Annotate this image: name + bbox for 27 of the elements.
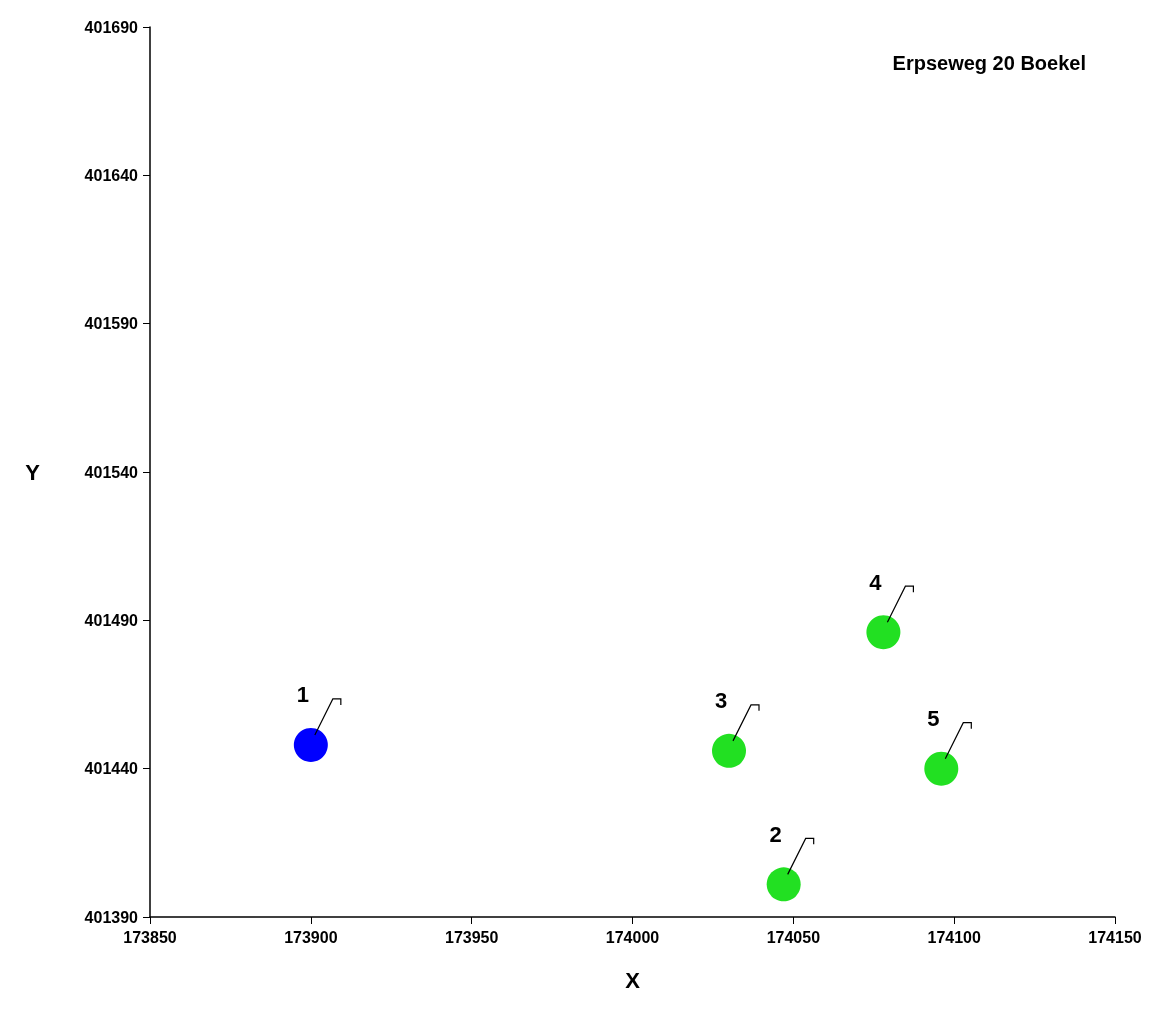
point <box>866 615 901 650</box>
point <box>712 733 746 768</box>
annotation: 1 <box>296 682 309 708</box>
x-tick-label: 173900 <box>284 928 338 946</box>
y-tick-label: 401690 <box>84 18 139 36</box>
annotation: 4 <box>869 569 883 595</box>
annotation: 5 <box>927 706 940 732</box>
x-tick-label: 174150 <box>1088 928 1142 946</box>
y-tick-label: 401440 <box>84 760 139 778</box>
point <box>293 727 328 762</box>
point <box>924 751 959 786</box>
x-tick-label: 173950 <box>444 928 499 946</box>
text: Erpseweg 20 Boekel <box>892 52 1087 74</box>
y-tick-label: 401640 <box>84 166 139 184</box>
x-tick-label: 174100 <box>927 928 981 946</box>
y-tick-label: 401390 <box>84 908 139 926</box>
point <box>766 867 801 902</box>
y-tick-label: 401540 <box>84 463 139 481</box>
annotation: 2 <box>769 821 782 847</box>
annotation: 3 <box>714 688 728 714</box>
y-tick-label: 401590 <box>84 315 139 333</box>
y-axis-title: Y <box>25 459 41 485</box>
x-axis-title: X <box>625 967 641 993</box>
x-tick-label: 174000 <box>605 928 660 946</box>
x-tick-label: 173850 <box>123 928 177 946</box>
x-tick-label: 174050 <box>766 928 821 946</box>
y-tick-label: 401490 <box>84 611 139 629</box>
